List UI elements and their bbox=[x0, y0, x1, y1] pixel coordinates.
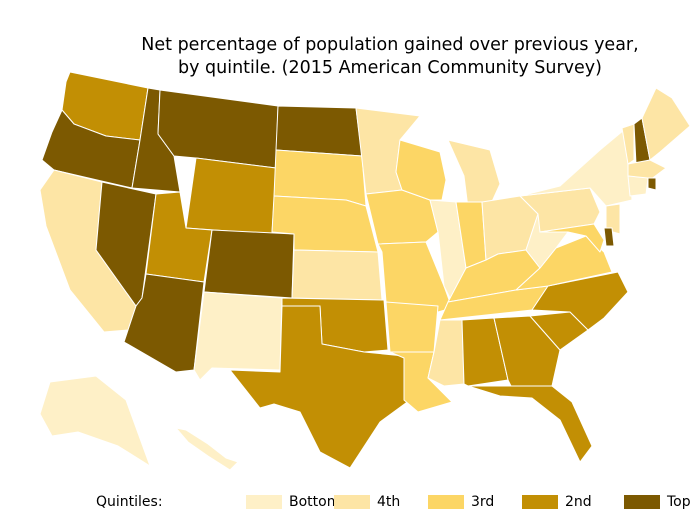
state-ak bbox=[39, 375, 151, 467]
legend: Quintiles: Bottom 4th 3rd 2nd Top bbox=[0, 490, 693, 516]
legend-swatch-bottom bbox=[246, 495, 282, 509]
legend-item-4th: 4th bbox=[334, 494, 400, 510]
state-mi bbox=[447, 139, 501, 209]
title-line-1: Net percentage of population gained over… bbox=[141, 35, 639, 55]
legend-text-top: Top bbox=[667, 494, 691, 510]
state-ar bbox=[385, 301, 439, 353]
state-ri bbox=[647, 177, 657, 191]
legend-swatch-3rd bbox=[428, 495, 464, 509]
us-map bbox=[39, 71, 691, 471]
map-title: Net percentage of population gained over… bbox=[90, 34, 690, 80]
legend-item-bottom: Bottom bbox=[246, 494, 340, 510]
state-wi bbox=[395, 139, 447, 201]
state-ks bbox=[291, 249, 383, 301]
state-ct bbox=[627, 175, 649, 197]
state-de bbox=[603, 227, 615, 247]
state-wy bbox=[185, 157, 277, 235]
legend-swatch-4th bbox=[334, 495, 370, 509]
state-az bbox=[123, 273, 205, 373]
title-line-2: by quintile. (2015 American Community Su… bbox=[178, 58, 602, 78]
state-nm bbox=[193, 291, 283, 381]
state-me bbox=[641, 87, 691, 161]
state-fl bbox=[467, 385, 593, 463]
legend-item-top: Top bbox=[624, 494, 691, 510]
state-al bbox=[461, 317, 509, 387]
state-nj bbox=[605, 203, 621, 235]
state-hi bbox=[175, 427, 239, 471]
state-ny bbox=[519, 129, 633, 207]
legend-item-2nd: 2nd bbox=[522, 494, 592, 510]
state-nd bbox=[275, 105, 363, 157]
state-vt bbox=[621, 123, 635, 165]
state-mt bbox=[157, 89, 279, 169]
legend-item-3rd: 3rd bbox=[428, 494, 494, 510]
state-tx bbox=[229, 305, 411, 469]
legend-label: Quintiles: bbox=[96, 494, 163, 510]
legend-text-2nd: 2nd bbox=[565, 494, 592, 510]
legend-swatch-top bbox=[624, 495, 660, 509]
legend-swatch-2nd bbox=[522, 495, 558, 509]
legend-text-4th: 4th bbox=[377, 494, 401, 510]
state-md bbox=[539, 223, 605, 253]
legend-text-3rd: 3rd bbox=[471, 494, 495, 510]
state-ma bbox=[627, 159, 667, 181]
state-co bbox=[203, 229, 295, 299]
legend-text-bottom: Bottom bbox=[289, 494, 341, 510]
